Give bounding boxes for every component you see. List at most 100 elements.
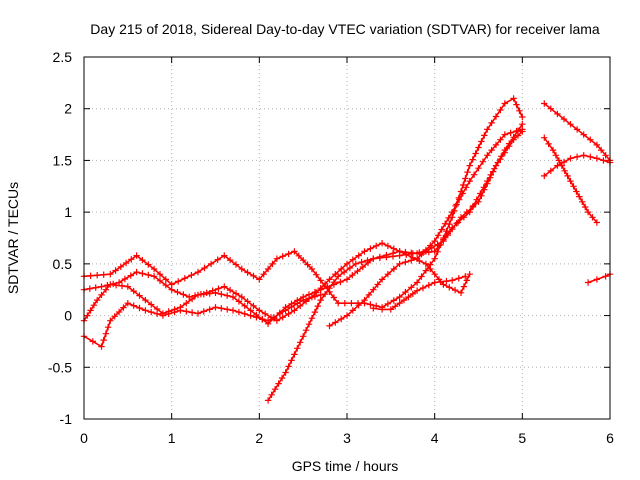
data-point-marker [373,242,380,250]
data-point-marker [422,260,430,268]
data-point-marker [305,321,313,328]
data-point-marker [513,127,520,135]
data-point-marker [431,271,438,278]
data-point-marker [576,193,583,200]
data-point-marker [365,291,373,299]
data-point-marker [463,184,470,191]
data-point-marker [275,380,282,387]
data-point-marker [402,288,409,296]
data-point-marker [584,208,592,216]
x-tick-label: 6 [606,430,614,446]
data-point-marker [285,363,292,370]
data-point-marker [326,276,333,283]
data-point-marker [183,300,190,307]
data-point-marker [335,300,342,307]
data-point-marker [472,150,479,157]
data-point-marker [580,131,587,138]
data-point-marker [285,250,292,258]
series-line [83,123,524,322]
data-point-marker [124,283,131,290]
data-point-marker [330,294,338,301]
data-point-marker [489,168,497,175]
data-point-marker [229,293,237,301]
data-point-marker [142,307,149,314]
plot-frame [83,56,611,420]
data-point-marker [256,307,263,314]
data-point-marker [427,265,434,273]
data-point-marker [438,226,445,233]
data-point-marker [349,307,356,314]
data-point-marker [162,276,169,283]
data-point-marker [118,282,126,290]
series-line [587,273,611,284]
data-point-marker [90,302,98,309]
data-point-marker [162,282,169,289]
data-point-marker [457,214,465,221]
data-point-marker [413,255,421,262]
data-point-marker [600,157,607,164]
data-point-marker [348,300,355,307]
y-tick-label: 0 [64,308,72,324]
data-point-marker [142,296,149,304]
data-point-marker [573,126,581,133]
data-point-marker [215,285,222,292]
data-point-marker [235,308,243,316]
data-point-marker [497,136,504,143]
data-point-marker [150,265,158,273]
data-point-marker [497,155,504,163]
y-tick-label: -0.5 [48,359,72,375]
data-point-marker [501,100,508,107]
data-point-marker [457,289,465,296]
data-point-marker [133,252,140,259]
data-point-marker [276,310,283,317]
data-point-marker [226,256,234,264]
data-point-marker [107,281,114,288]
data-point-marker [470,171,478,178]
data-point-marker [321,290,329,298]
data-point-marker [418,251,425,258]
data-point-marker [501,131,508,138]
data-point-marker [156,277,164,284]
data-point-marker [288,357,295,364]
data-point-marker [89,338,96,345]
data-point-marker [418,273,425,280]
data-point-marker [317,277,324,284]
series-sat-j [541,134,600,226]
data-point-marker [250,272,257,280]
data-point-marker [326,285,333,292]
data-point-marker [431,237,438,245]
data-point-marker [232,261,240,268]
data-point-marker [291,307,298,314]
series-sat-h [541,152,614,180]
data-point-marker [226,286,234,294]
x-tick-label: 0 [80,430,88,446]
data-point-marker [229,307,237,314]
data-point-marker [392,303,399,310]
data-point-marker [383,253,390,261]
data-point-marker [463,277,470,284]
data-point-marker [200,291,207,298]
data-point-marker [343,276,351,283]
data-point-marker [355,302,362,309]
x-tick-label: 3 [343,430,351,446]
data-point-marker [300,296,307,304]
data-point-marker [212,304,219,311]
data-point-marker [104,324,112,331]
data-point-marker [201,264,208,272]
data-point-marker [224,306,231,313]
data-point-marker [304,261,311,268]
data-point-marker [431,279,438,286]
data-point-marker [260,271,267,278]
data-point-marker [405,293,412,301]
data-point-marker [552,152,560,159]
data-point-marker [136,304,143,312]
data-point-marker [194,310,202,317]
data-point-marker [128,256,135,263]
data-point-marker [311,308,319,316]
data-point-marker [259,315,266,323]
data-point-marker [567,177,574,185]
data-point-marker [302,327,310,334]
series-sat-d [80,291,324,350]
data-point-marker [180,291,187,298]
data-point-marker [305,295,313,302]
